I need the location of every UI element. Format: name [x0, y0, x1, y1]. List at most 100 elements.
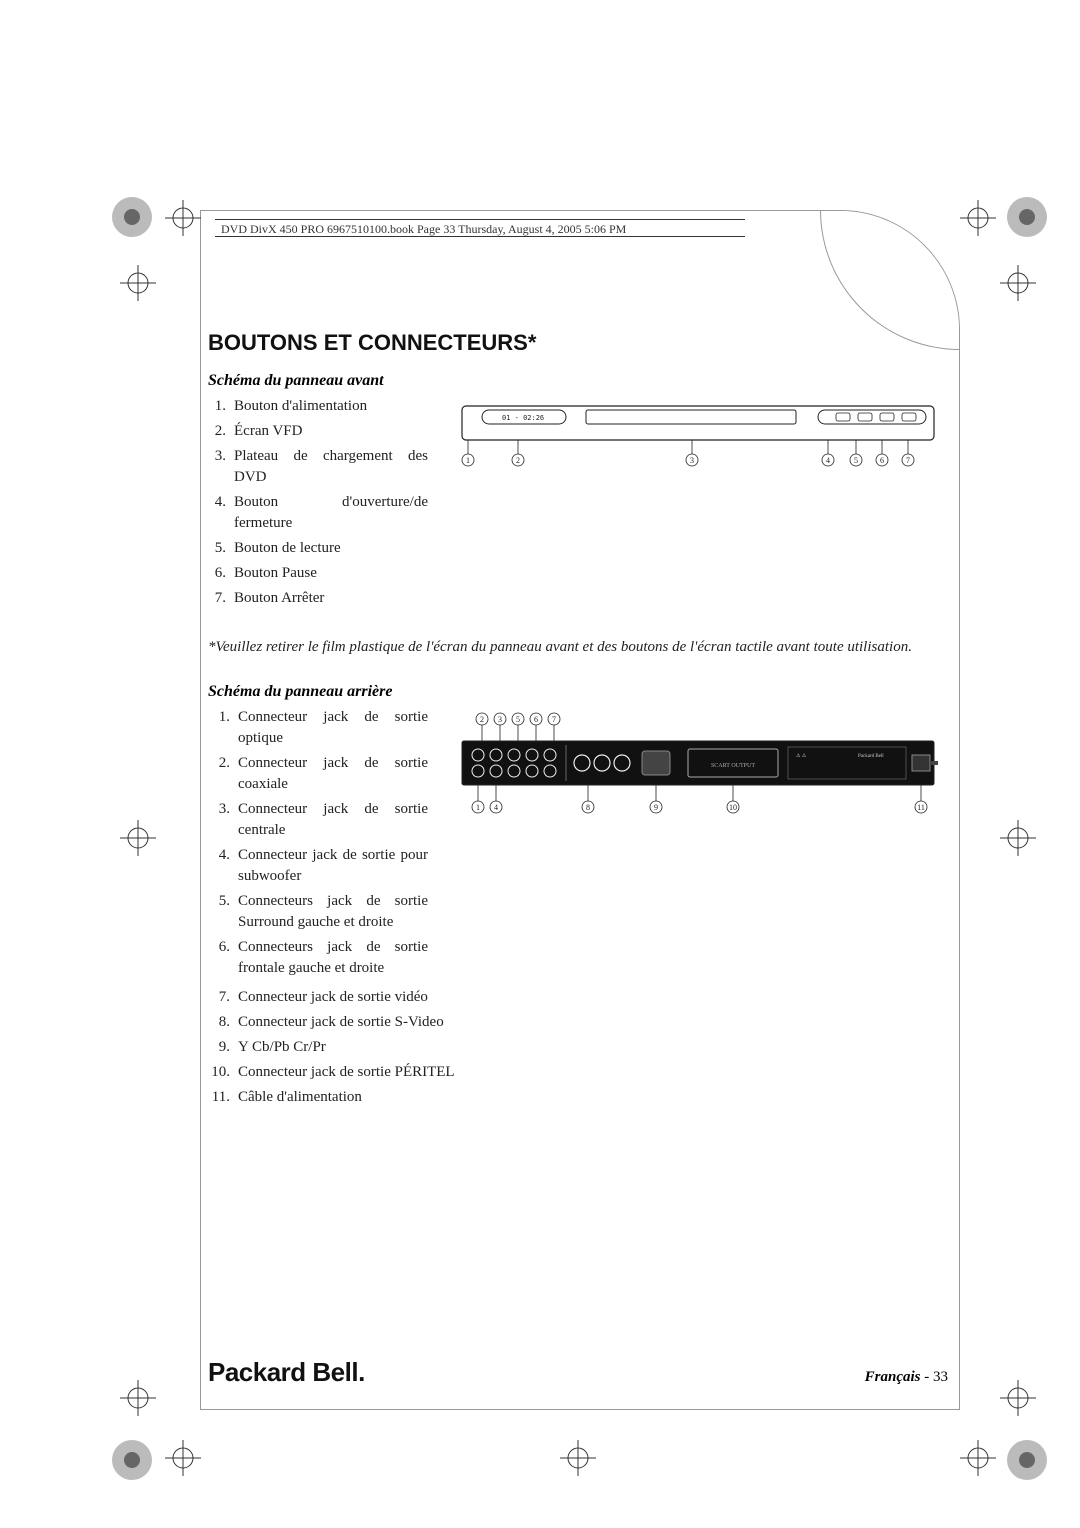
svg-text:3: 3: [690, 456, 694, 465]
list-text: Bouton d'ouverture/de fermeture: [234, 492, 428, 534]
reg-mark-icon: [120, 820, 156, 856]
list-item: 11.Câble d'alimentation: [208, 1087, 948, 1108]
list-item: 5.Connecteurs jack de sortie Surround ga…: [208, 891, 428, 933]
list-text: Connecteur jack de sortie coaxiale: [238, 753, 428, 795]
list-item: 6.Connecteurs jack de sortie frontale ga…: [208, 937, 428, 979]
list-item: 9.Y Cb/Pb Cr/Pr: [208, 1037, 948, 1058]
book-header-bar: DVD DivX 450 PRO 6967510100.book Page 33…: [215, 219, 745, 237]
reg-mark-icon: [960, 1440, 996, 1476]
list-item: 7.Connecteur jack de sortie vidéo: [208, 987, 948, 1008]
reg-mark-icon: [1000, 820, 1036, 856]
list-item: 3.Connecteur jack de sortie centrale: [208, 799, 428, 841]
list-item: 7.Bouton Arrêter: [208, 588, 428, 609]
front-panel-heading: Schéma du panneau avant: [208, 372, 948, 390]
list-item: 10.Connecteur jack de sortie PÉRITEL: [208, 1062, 948, 1083]
list-item: 8.Connecteur jack de sortie S-Video: [208, 1012, 948, 1033]
page-number-block: Français - 33: [865, 1369, 948, 1386]
color-wheel-icon: [1005, 195, 1049, 239]
reg-mark-icon: [960, 200, 996, 236]
svg-text:8: 8: [586, 803, 590, 812]
list-number: 3.: [208, 446, 234, 488]
rear-row: 1.Connecteur jack de sortie optique2.Con…: [208, 707, 948, 983]
list-text: Connecteurs jack de sortie Surround gauc…: [238, 891, 428, 933]
footer-language: Français: [865, 1369, 921, 1385]
list-number: 3.: [208, 799, 238, 841]
list-text: Plateau de chargement des DVD: [234, 446, 428, 488]
front-panel-list: 1.Bouton d'alimentation2.Écran VFD3.Plat…: [208, 396, 428, 613]
list-number: 6.: [208, 563, 234, 584]
svg-text:9: 9: [654, 803, 658, 812]
color-wheel-icon: [110, 1438, 154, 1482]
list-item: 3.Plateau de chargement des DVD: [208, 446, 428, 488]
color-wheel-icon: [110, 195, 154, 239]
list-number: 6.: [208, 937, 238, 979]
rear-panel-diagram: 23567SCART OUTPUT⚠ ⚠Packard Bell14891011: [458, 711, 948, 826]
rear-panel-list-narrow: 1.Connecteur jack de sortie optique2.Con…: [208, 707, 428, 983]
svg-text:7: 7: [552, 715, 556, 724]
svg-text:5: 5: [516, 715, 520, 724]
list-number: 4.: [208, 845, 238, 887]
reg-mark-icon: [165, 1440, 201, 1476]
list-text: Bouton Arrêter: [234, 588, 428, 609]
footer-sep: -: [921, 1369, 934, 1385]
list-number: 5.: [208, 891, 238, 933]
list-text: Connecteur jack de sortie pour subwoofer: [238, 845, 428, 887]
svg-text:01 - 02:26: 01 - 02:26: [502, 414, 544, 422]
svg-text:3: 3: [498, 715, 502, 724]
list-text: Écran VFD: [234, 421, 428, 442]
list-text: Connecteur jack de sortie PÉRITEL: [238, 1062, 948, 1083]
list-text: Y Cb/Pb Cr/Pr: [238, 1037, 948, 1058]
svg-text:7: 7: [906, 456, 910, 465]
svg-text:1: 1: [466, 456, 470, 465]
page-content: BOUTONS ET CONNECTEURS* Schéma du pannea…: [208, 330, 948, 1112]
list-item: 6.Bouton Pause: [208, 563, 428, 584]
list-item: 1.Bouton d'alimentation: [208, 396, 428, 417]
list-text: Câble d'alimentation: [238, 1087, 948, 1108]
svg-text:Packard Bell: Packard Bell: [858, 754, 884, 759]
svg-text:SCART OUTPUT: SCART OUTPUT: [711, 763, 755, 769]
list-item: 4.Bouton d'ouverture/de fermeture: [208, 492, 428, 534]
front-row: 1.Bouton d'alimentation2.Écran VFD3.Plat…: [208, 396, 948, 613]
list-item: 5.Bouton de lecture: [208, 538, 428, 559]
reg-mark-icon: [1000, 265, 1036, 301]
list-number: 4.: [208, 492, 234, 534]
reg-mark-icon: [1000, 1380, 1036, 1416]
svg-text:⚠ ⚠: ⚠ ⚠: [796, 753, 807, 759]
reg-mark-icon: [120, 265, 156, 301]
list-text: Connecteur jack de sortie S-Video: [238, 1012, 948, 1033]
list-text: Bouton de lecture: [234, 538, 428, 559]
book-header-text: DVD DivX 450 PRO 6967510100.book Page 33…: [221, 222, 626, 236]
list-item: 4.Connecteur jack de sortie pour subwoof…: [208, 845, 428, 887]
list-number: 11.: [208, 1087, 238, 1108]
list-text: Bouton Pause: [234, 563, 428, 584]
reg-mark-icon: [120, 1380, 156, 1416]
list-number: 10.: [208, 1062, 238, 1083]
list-text: Connecteurs jack de sortie frontale gauc…: [238, 937, 428, 979]
list-text: Bouton d'alimentation: [234, 396, 428, 417]
list-item: 1.Connecteur jack de sortie optique: [208, 707, 428, 749]
svg-text:2: 2: [516, 456, 520, 465]
front-panel-diagram: 01 - 02:261234567: [458, 400, 948, 475]
list-text: Connecteur jack de sortie centrale: [238, 799, 428, 841]
list-number: 8.: [208, 1012, 238, 1033]
svg-text:11: 11: [917, 803, 925, 812]
brand-logo: Packard Bell.: [208, 1357, 365, 1388]
color-wheel-icon: [1005, 1438, 1049, 1482]
list-text: Connecteur jack de sortie optique: [238, 707, 428, 749]
svg-text:6: 6: [880, 456, 884, 465]
list-number: 5.: [208, 538, 234, 559]
svg-text:2: 2: [480, 715, 484, 724]
list-number: 2.: [208, 753, 238, 795]
svg-text:1: 1: [476, 803, 480, 812]
footer-page: 33: [933, 1369, 948, 1385]
svg-text:5: 5: [854, 456, 858, 465]
protective-film-note: *Veuillez retirer le film plastique de l…: [208, 637, 948, 659]
list-number: 9.: [208, 1037, 238, 1058]
page-footer: Packard Bell. Français - 33: [208, 1357, 948, 1388]
reg-mark-icon: [560, 1440, 596, 1476]
section-title: BOUTONS ET CONNECTEURS*: [208, 330, 948, 356]
rear-panel-heading: Schéma du panneau arrière: [208, 683, 948, 701]
list-number: 7.: [208, 987, 238, 1008]
list-number: 1.: [208, 396, 234, 417]
list-number: 7.: [208, 588, 234, 609]
